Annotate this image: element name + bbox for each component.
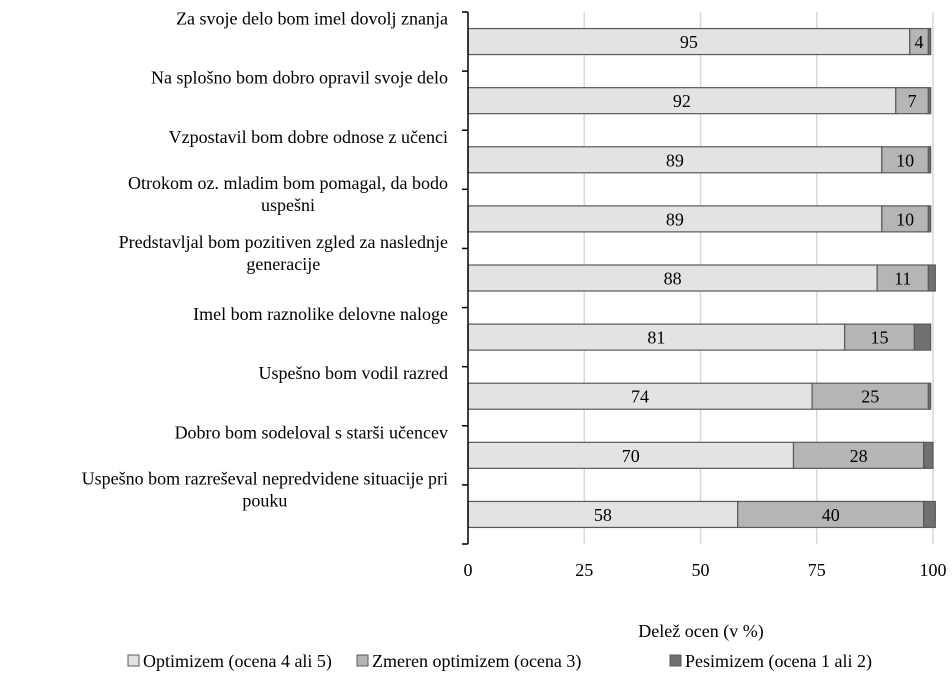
- data-label: 10: [896, 150, 914, 170]
- bar-segment: [923, 441, 934, 469]
- data-label: 81: [647, 328, 665, 348]
- bar-segment: [895, 87, 929, 115]
- data-label: 95: [680, 32, 698, 52]
- x-tick-label: 0: [464, 560, 473, 580]
- bar-segment: [927, 27, 932, 56]
- bar-segment: [923, 500, 936, 529]
- category-labels: Za svoje delo bom imel dovolj znanja Na s…: [82, 9, 448, 511]
- bar-segment: [913, 323, 932, 351]
- bar-segment: [467, 87, 897, 115]
- data-label: 4: [915, 32, 924, 52]
- bar-segment: [467, 441, 795, 469]
- data-label: 25: [861, 387, 879, 407]
- bar-segment: [844, 323, 916, 351]
- x-tick-label: 75: [808, 560, 826, 580]
- x-tick-label: 100: [920, 560, 947, 580]
- data-label: 89: [666, 150, 684, 170]
- data-label: 7: [908, 91, 917, 111]
- category-label: Za svoje delo bom imel dovolj znanja: [176, 9, 448, 29]
- bars: 95 4 92 7 89 10 89 10 88 11 81 15 74 25 70 28 58 40: [467, 27, 936, 529]
- bar-segment: [927, 382, 932, 410]
- bar-segment: [881, 146, 929, 174]
- bar-segment: [467, 205, 883, 233]
- x-axis-title: Delež ocen (v %): [638, 621, 763, 642]
- x-tick-label: 50: [692, 560, 710, 580]
- bar-segment: [927, 205, 932, 233]
- bar-segment: [927, 146, 932, 174]
- data-label: 40: [822, 505, 840, 525]
- legend-label: Optimizem (ocena 4 ali 5): [143, 651, 332, 672]
- legend-label: Pesimizem (ocena 1 ali 2): [685, 651, 872, 672]
- category-label: Imel bom raznolike delovne naloge: [193, 304, 448, 324]
- category-label: Dobro bom sodeloval s starši učencev: [175, 422, 448, 442]
- data-label: 28: [850, 446, 868, 466]
- category-label: Na splošno bom dobro opravil svoje delo: [151, 68, 448, 88]
- data-label: 58: [594, 505, 612, 525]
- data-label: 92: [673, 91, 691, 111]
- axes: [462, 11, 469, 545]
- legend-label: Zmeren optimizem (ocena 3): [372, 651, 581, 672]
- data-label: 70: [622, 446, 640, 466]
- data-label: 89: [666, 209, 684, 229]
- bar-segment: [811, 382, 929, 410]
- bar-segment: [467, 500, 739, 529]
- legend-swatch: [356, 654, 369, 667]
- category-label: Vzpostavil bom dobre odnose z učenci: [169, 127, 448, 147]
- bar-segment: [927, 264, 936, 292]
- x-tick-labels: 0 25 50 75 100: [464, 560, 947, 580]
- data-label: 88: [664, 269, 682, 289]
- category-label: Otrokom oz. mladim bom pomagal, da bodo u…: [128, 173, 448, 215]
- legend: Optimizem (ocena 4 ali 5) Zmeren optimize…: [127, 651, 872, 672]
- x-tick-label: 25: [575, 560, 593, 580]
- category-label: Uspešno bom razreševal nepredvidene situ…: [82, 468, 448, 510]
- category-label: Predstavljal bom pozitiven zgled za nasl…: [119, 232, 448, 274]
- data-label: 74: [631, 387, 649, 407]
- legend-swatch: [127, 654, 140, 667]
- bar-segment: [876, 264, 929, 292]
- data-label: 15: [871, 328, 889, 348]
- bar-segment: [737, 500, 925, 529]
- bar-segment: [467, 27, 911, 56]
- category-label: Uspešno bom vodil razred: [259, 363, 448, 383]
- legend-swatch: [669, 654, 682, 667]
- data-label: 10: [896, 209, 914, 229]
- bar-segment: [927, 87, 932, 115]
- data-label: 11: [894, 269, 911, 289]
